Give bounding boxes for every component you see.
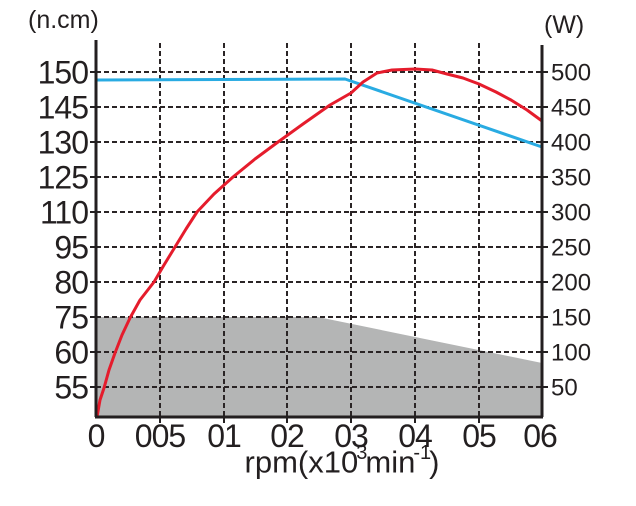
right-tick-label: 50 [551, 375, 578, 402]
left-tick-label: 145 [38, 90, 89, 126]
x-axis-title-text: min [365, 444, 416, 480]
left-axis-title: (n.cm) [28, 6, 99, 34]
right-tick-label: 250 [551, 235, 591, 262]
left-tick-label: 55 [54, 370, 88, 406]
left-tick-label: 95 [54, 230, 88, 266]
right-tick-label: 350 [551, 165, 591, 192]
torque-curve [95, 77, 543, 149]
x-axis-title-exponent: -1 [413, 442, 432, 464]
left-tick-label: 110 [40, 195, 88, 231]
left-tick-label: 150 [38, 55, 89, 91]
x-tick-label: 0 [88, 418, 105, 454]
x-axis-title-text: ) [429, 444, 440, 480]
right-tick-label: 500 [551, 60, 591, 87]
x-axis-title-exponent: 3 [356, 442, 368, 464]
right-tick-label: 400 [551, 130, 591, 157]
x-tick-label: 005 [135, 418, 186, 454]
x-tick-label: 03 [334, 418, 368, 454]
right-tick-label: 150 [551, 305, 591, 332]
right-tick-label: 300 [551, 200, 591, 227]
x-axis-title-text: rpm(x10 [244, 444, 359, 480]
right-tick-label: 450 [551, 95, 591, 122]
right-tick-label: 200 [551, 270, 591, 297]
x-tick-label: 06 [523, 418, 557, 454]
x-tick-label: 05 [462, 418, 496, 454]
continuous-duty-zone [96, 317, 542, 417]
x-tick-label: 04 [398, 418, 432, 454]
left-tick-label: 80 [54, 265, 88, 301]
left-tick-label: 60 [54, 335, 88, 371]
power-curve [95, 67, 543, 418]
right-axis-title: (W) [544, 11, 585, 39]
x-tick-label: 01 [207, 418, 241, 454]
x-tick-label: 02 [270, 418, 304, 454]
left-tick-label: 130 [38, 125, 89, 161]
left-tick-label: 125 [38, 160, 89, 196]
right-tick-label: 100 [551, 340, 591, 367]
x-axis-title: rpm(x103min-1) [244, 442, 440, 480]
left-tick-label: 75 [54, 300, 88, 336]
